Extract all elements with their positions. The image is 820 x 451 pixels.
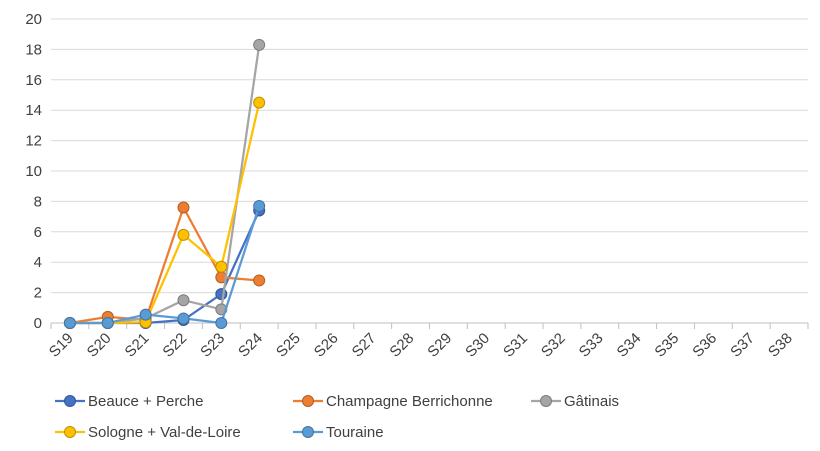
x-tick-label: S19 xyxy=(46,330,77,361)
data-point-outline xyxy=(253,274,266,287)
series-line xyxy=(69,102,261,325)
series-3 xyxy=(63,96,266,329)
data-point-outline xyxy=(177,201,190,214)
legend-marker xyxy=(64,395,76,407)
legend-item-2: Gâtinais xyxy=(531,393,619,410)
y-axis-ticks: 0 2 4 6 8 10 12 14 16 18 20 xyxy=(25,11,42,332)
x-tick-label: S21 xyxy=(122,330,153,361)
y-tick-label: 8 xyxy=(34,193,42,210)
x-tick-label: S30 xyxy=(462,330,493,361)
x-tick-label: S24 xyxy=(235,330,266,361)
data-point xyxy=(64,317,76,329)
data-point-outline xyxy=(177,228,190,241)
data-point-outline xyxy=(215,260,228,273)
legend-label: Touraine xyxy=(326,424,384,441)
series-4 xyxy=(63,199,266,329)
data-point xyxy=(215,261,227,273)
series-lines xyxy=(63,38,266,329)
series-line xyxy=(69,206,260,325)
data-point-outline xyxy=(177,294,190,307)
data-point xyxy=(253,39,265,51)
legend: Beauce + Perche Champagne Berrichonne Gâti… xyxy=(55,393,619,441)
data-point xyxy=(140,309,152,321)
x-tick-label: S27 xyxy=(349,330,380,361)
data-point xyxy=(177,312,189,324)
axes xyxy=(50,322,809,329)
legend-marker xyxy=(302,395,314,407)
x-tick-label: S31 xyxy=(500,330,531,361)
data-point-outline xyxy=(253,199,266,212)
data-point xyxy=(177,201,189,213)
legend-label: Beauce + Perche xyxy=(88,393,204,410)
x-tick-label: S20 xyxy=(84,330,115,361)
legend-label: Champagne Berrichonne xyxy=(326,393,493,410)
legend-item-0: Beauce + Perche xyxy=(55,393,204,410)
data-point-outline xyxy=(215,317,228,329)
legend-item-4: Touraine xyxy=(293,424,384,441)
y-tick-label: 16 xyxy=(25,72,42,89)
data-point-outline xyxy=(101,317,114,329)
data-point xyxy=(253,200,265,212)
x-tick-label: S22 xyxy=(159,330,190,361)
y-tick-label: 2 xyxy=(34,285,42,302)
legend-marker xyxy=(302,426,314,438)
legend-marker xyxy=(64,426,76,438)
data-point-outline xyxy=(253,96,266,109)
legend-item-3: Sologne + Val-de-Loire xyxy=(55,424,241,441)
legend-label: Gâtinais xyxy=(564,393,619,410)
x-tick-label: S26 xyxy=(311,330,342,361)
x-tick-label: S23 xyxy=(197,330,228,361)
x-tick-label: S38 xyxy=(765,330,796,361)
legend-marker xyxy=(540,395,552,407)
x-tick-label: S28 xyxy=(387,330,418,361)
data-point-outline xyxy=(253,38,266,51)
x-tick-label: S34 xyxy=(614,330,645,361)
legend-label: Sologne + Val-de-Loire xyxy=(88,424,241,441)
y-tick-label: 18 xyxy=(25,41,42,58)
x-tick-label: S33 xyxy=(576,330,607,361)
data-point xyxy=(253,274,265,286)
legend-item-1: Champagne Berrichonne xyxy=(293,393,493,410)
y-tick-label: 0 xyxy=(34,315,42,332)
y-tick-label: 6 xyxy=(34,224,42,241)
data-point xyxy=(253,97,265,109)
x-tick-label: S35 xyxy=(651,330,682,361)
data-point xyxy=(215,317,227,329)
series-line xyxy=(69,205,261,325)
data-point xyxy=(177,229,189,241)
x-tick-label: S36 xyxy=(689,330,720,361)
y-tick-label: 20 xyxy=(25,11,42,28)
x-tick-label: S37 xyxy=(727,330,758,361)
y-tick-label: 4 xyxy=(34,254,42,271)
grid-lines xyxy=(51,18,808,294)
data-point-outline xyxy=(177,312,190,325)
data-point-outline xyxy=(215,288,228,301)
x-axis-ticks: S19 S20 S21 S22 S23 S24 S25 S26 S27 S28 S29 S30 S31 S… xyxy=(46,330,796,361)
data-point-outline xyxy=(63,317,76,329)
data-point-outline xyxy=(139,308,152,321)
y-tick-label: 10 xyxy=(25,163,42,180)
x-tick-label: S29 xyxy=(424,330,455,361)
y-tick-label: 14 xyxy=(25,102,42,119)
data-point xyxy=(215,271,227,283)
y-tick-label: 12 xyxy=(25,133,42,150)
data-point xyxy=(177,294,189,306)
data-point xyxy=(102,317,114,329)
x-tick-label: S25 xyxy=(273,330,304,361)
x-tick-label: S32 xyxy=(538,330,569,361)
